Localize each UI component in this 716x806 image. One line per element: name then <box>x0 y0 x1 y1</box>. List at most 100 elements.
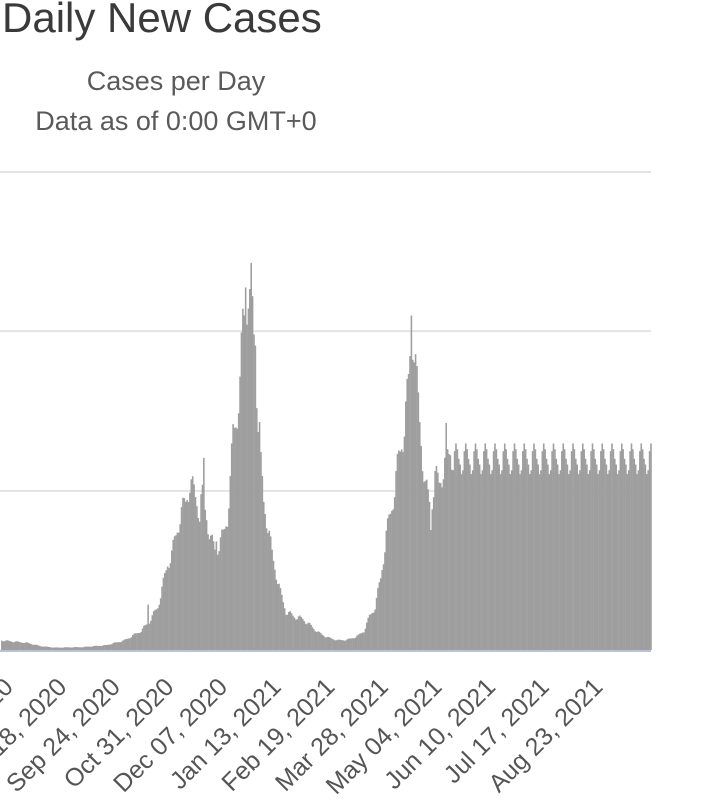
bar-day <box>363 632 365 650</box>
bar-day <box>137 633 140 650</box>
bar-day <box>244 287 247 650</box>
bar-day <box>537 464 539 650</box>
bar-day <box>38 645 41 650</box>
bar-day <box>91 646 94 650</box>
bar-day <box>304 623 307 650</box>
bar-day <box>381 570 383 650</box>
bar-day <box>27 642 30 650</box>
bar-day <box>463 451 466 650</box>
bar-day <box>480 474 482 650</box>
bar-day <box>435 465 438 650</box>
bar-day <box>48 647 51 650</box>
bar-day <box>563 449 566 650</box>
bar-day <box>251 296 254 650</box>
bar-day <box>235 427 237 650</box>
bar-day <box>503 443 506 650</box>
bar-day <box>122 640 124 650</box>
bar-day <box>510 470 513 650</box>
bar-day <box>106 644 109 650</box>
bar-day <box>168 567 170 650</box>
bar-day <box>308 622 311 650</box>
bar-day <box>467 458 470 650</box>
bar-day <box>97 645 99 650</box>
bar-day <box>184 501 187 650</box>
bar-day <box>10 641 13 650</box>
bar-day <box>318 631 321 650</box>
bar-day <box>566 464 569 650</box>
bar-day <box>412 359 414 650</box>
bar-day <box>612 449 615 650</box>
bar-day <box>335 640 337 650</box>
bar-day <box>317 631 319 650</box>
bar-day <box>430 530 432 650</box>
bar-day <box>9 641 12 650</box>
bar-day <box>456 449 459 650</box>
bar-day <box>409 356 411 650</box>
bar-day <box>306 624 308 650</box>
bar-day <box>154 609 156 650</box>
bar-day <box>242 308 244 650</box>
bar-day <box>93 646 95 650</box>
bar-day <box>605 464 608 650</box>
bar-day <box>423 482 425 650</box>
bar-day <box>346 639 349 650</box>
bar-day <box>604 458 606 650</box>
bar-day <box>399 451 402 650</box>
bar-day <box>448 454 450 650</box>
bar-day <box>350 638 353 650</box>
bar-day <box>641 449 644 650</box>
bar-day <box>542 443 545 650</box>
bar-day <box>522 451 524 650</box>
bar-day <box>587 474 590 650</box>
bar-day <box>498 464 500 650</box>
bar-day <box>630 443 633 650</box>
bar-day <box>161 586 163 650</box>
bar-day <box>520 470 523 650</box>
bar-day <box>562 443 565 650</box>
bar-day <box>86 646 88 650</box>
bar-day <box>555 458 558 650</box>
bar-day <box>279 588 282 650</box>
bar-day <box>286 614 289 650</box>
bar-day <box>289 611 292 650</box>
bar-day <box>144 624 147 650</box>
bar-day <box>102 645 105 650</box>
bar-day <box>449 455 452 650</box>
bar-day <box>360 633 363 650</box>
bar-day <box>545 458 548 650</box>
bar-day <box>392 509 395 650</box>
bar-day <box>418 422 421 650</box>
bar-day <box>162 577 165 650</box>
bar-day <box>175 535 177 650</box>
bar-day <box>239 376 241 650</box>
bar-day <box>374 609 376 650</box>
bar-day <box>366 622 368 650</box>
bar-day <box>517 464 520 650</box>
bar-day <box>600 451 602 650</box>
bar-day <box>540 470 542 650</box>
bar-day <box>108 644 110 650</box>
bar-day <box>3 641 6 650</box>
bar-day <box>356 635 358 650</box>
bar-day <box>70 647 73 650</box>
bar-day <box>594 458 597 650</box>
bar-day <box>554 449 556 650</box>
bar-day <box>183 498 186 650</box>
bar-day <box>361 632 364 650</box>
bar-day <box>569 470 571 650</box>
bar-day <box>616 474 619 650</box>
bar-day <box>402 452 404 650</box>
bar-day <box>264 513 266 650</box>
bar-day <box>148 623 151 650</box>
bar-day <box>321 634 324 650</box>
bar-day <box>586 464 588 650</box>
bar-day <box>51 647 53 650</box>
bar-day <box>69 647 71 650</box>
bar-day <box>496 458 499 650</box>
bar-day <box>55 647 57 650</box>
bar-day <box>389 513 392 650</box>
bar-day <box>437 472 439 650</box>
bar-day <box>322 635 325 650</box>
bar-day <box>301 618 304 650</box>
bar-day <box>473 451 475 650</box>
